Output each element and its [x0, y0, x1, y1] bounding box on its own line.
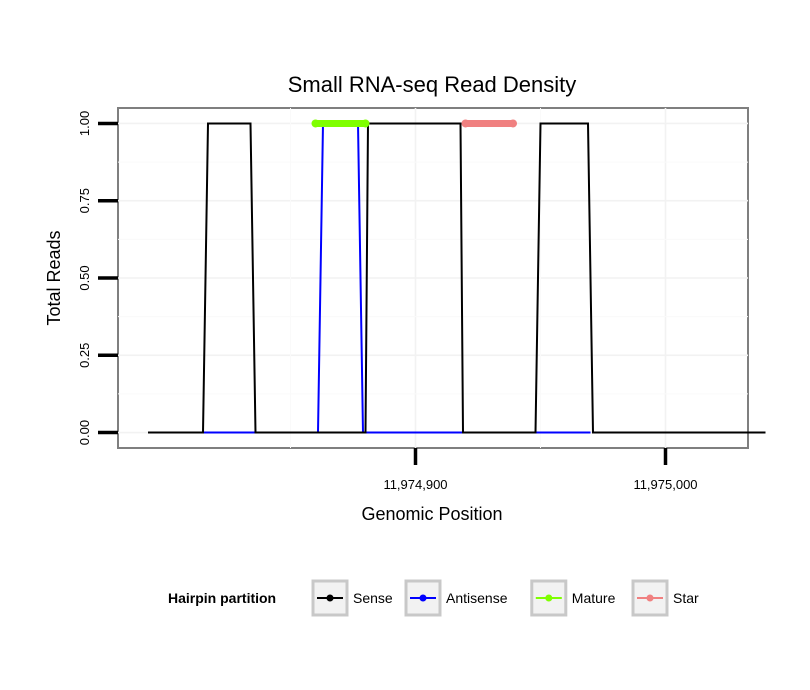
point-star [461, 119, 470, 128]
y-tick-label: 0.00 [77, 420, 92, 445]
y-axis: 0.00 0.25 0.50 0.75 1.00 [77, 111, 118, 445]
point-star [509, 119, 517, 128]
y-tick-label: 0.75 [77, 188, 92, 213]
point-mature [311, 119, 320, 128]
y-tick-label: 0.25 [77, 343, 92, 368]
x-tick-label: 11,975,000 [633, 477, 697, 492]
legend-label-sense: Sense [353, 590, 393, 606]
x-tick-label: 11,974,900 [383, 477, 447, 492]
point-mature [361, 119, 370, 128]
x-axis-title: Genomic Position [361, 504, 502, 524]
y-axis-title: Total Reads [44, 230, 64, 325]
legend: Hairpin partition Sense Antisense Mature St… [168, 579, 699, 617]
x-axis: 11,974,900 11,975,000 [383, 448, 698, 492]
series-layer [148, 119, 766, 434]
legend-label-star: Star [673, 590, 699, 606]
legend-key-point [646, 594, 654, 602]
legend-title: Hairpin partition [168, 590, 276, 606]
y-tick-label: 1.00 [77, 111, 92, 136]
legend-key-point [419, 594, 427, 602]
y-tick-label: 0.50 [77, 265, 92, 290]
chart-title: Small RNA-seq Read Density [288, 72, 577, 97]
legend-label-mature: Mature [572, 590, 616, 606]
legend-label-antisense: Antisense [446, 590, 508, 606]
series-sense [148, 122, 766, 434]
legend-key-point [545, 594, 553, 602]
legend-key-point [326, 594, 334, 602]
